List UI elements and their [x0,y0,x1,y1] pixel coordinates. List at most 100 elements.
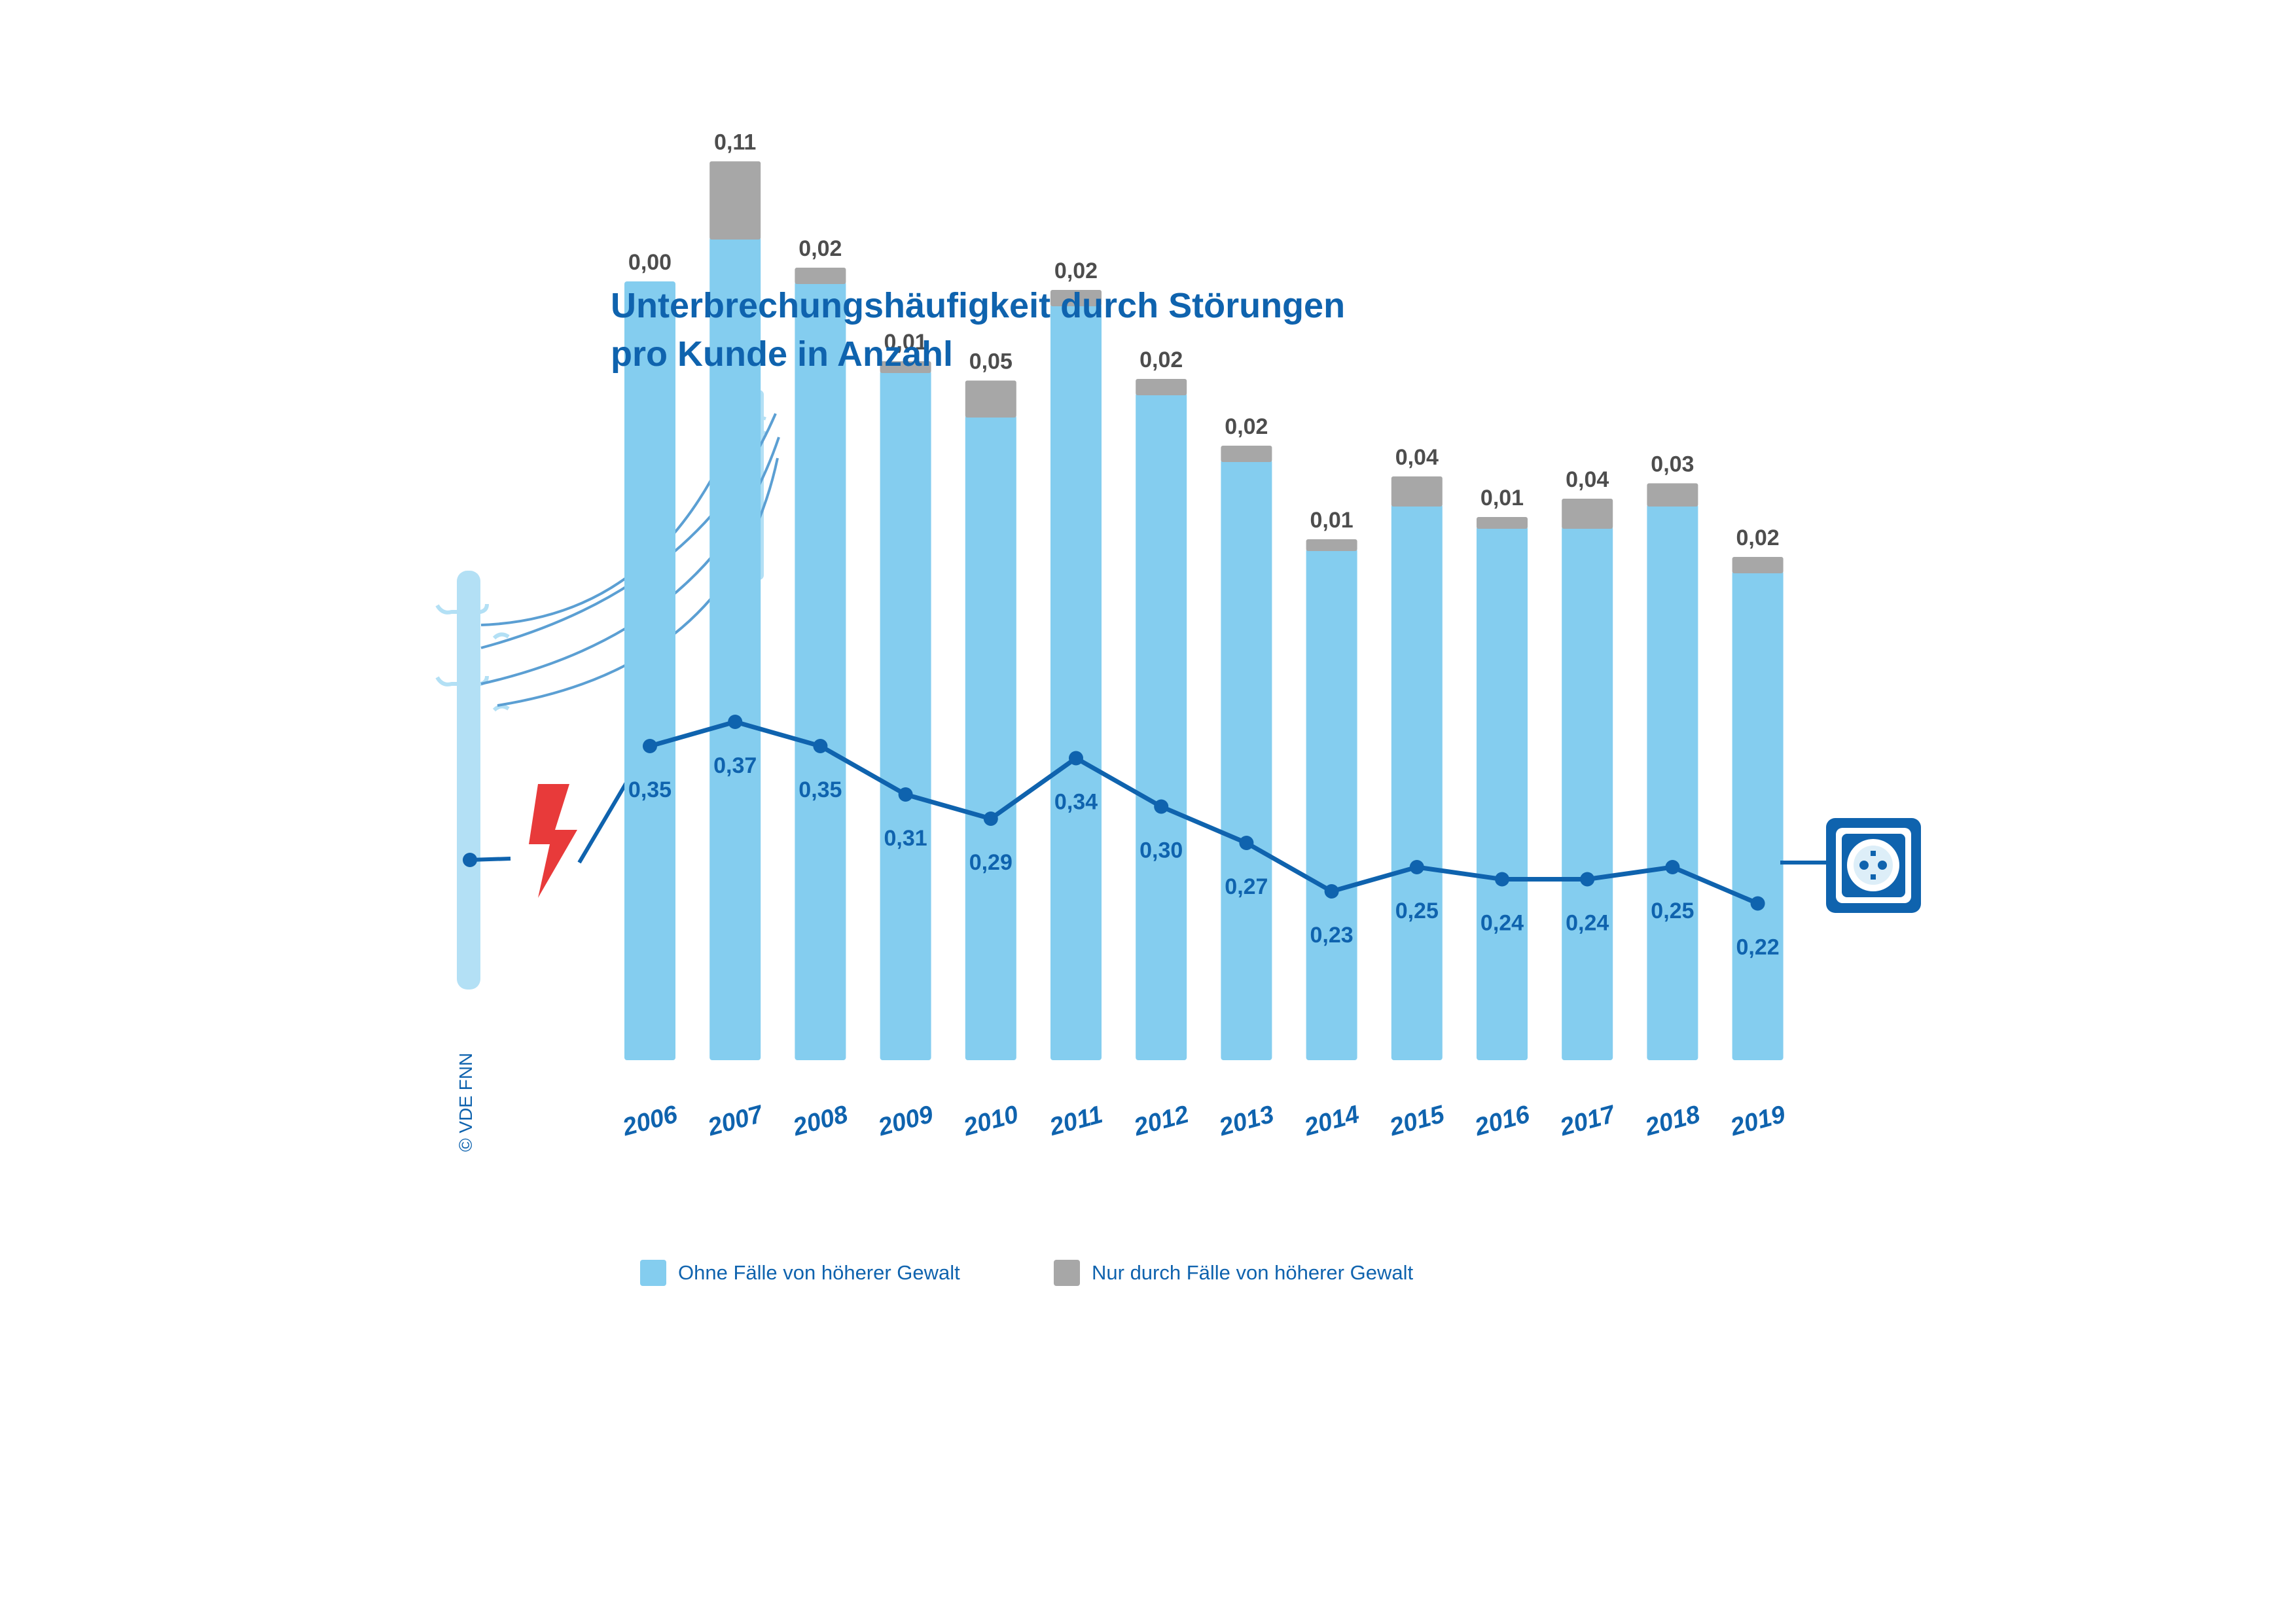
point-2017 [1580,872,1595,887]
label-extra-2017: 0,04 [1566,467,1609,492]
point-2011 [1069,751,1083,766]
x-tick-2018: 2018 [1641,1101,1703,1142]
x-tick-2009: 2009 [875,1101,937,1142]
point-2006 [643,739,657,753]
bar-extra-2016 [1477,517,1528,529]
bar-base-2011 [1050,304,1102,1060]
power-socket-icon [1780,818,1921,913]
point-2018 [1665,860,1680,874]
bar-extra-2014 [1306,539,1357,551]
label-base-2009: 0,31 [884,826,927,851]
x-tick-2016: 2016 [1471,1101,1533,1142]
x-tick-2010: 2010 [960,1101,1022,1142]
point-2007 [728,715,743,729]
label-base-2017: 0,24 [1566,911,1609,936]
bar-group [624,161,1784,1060]
legend-label-base: Ohne Fälle von höherer Gewalt [678,1261,960,1284]
label-base-2006: 0,35 [628,777,672,802]
copyright-note: © VDE FNN [456,1052,476,1152]
label-extra-2019: 0,02 [1736,526,1780,550]
point-2014 [1324,884,1339,899]
bar-extra-2009 [880,361,931,373]
lightning-icon [529,784,577,898]
bar-base-2008 [795,281,846,1060]
bar-extra-2017 [1562,499,1613,529]
label-extra-2009: 0,01 [884,330,927,355]
label-base-2008: 0,35 [798,777,842,802]
label-base-2018: 0,25 [1651,899,1694,923]
point-2019 [1750,896,1765,911]
label-base-2016: 0,24 [1480,911,1524,936]
label-extra-2012: 0,02 [1139,348,1183,372]
bar-extra-2015 [1391,476,1443,507]
label-extra-2010: 0,05 [969,349,1013,374]
bar-extra-2018 [1647,483,1698,507]
bar-base-2007 [709,237,761,1060]
bar-base-2017 [1562,526,1613,1060]
legend-swatch-base [640,1260,666,1286]
label-group: 0,00 0,35 0,11 0,37 0,02 0,35 0,01 0,31 0,05 0,29… [628,130,1780,960]
label-base-2019: 0,22 [1736,935,1780,960]
label-extra-2008: 0,02 [798,236,842,261]
point-2015 [1409,860,1424,874]
bar-extra-2008 [795,268,846,284]
bar-base-2018 [1647,504,1698,1060]
bar-base-2009 [880,370,931,1060]
bar-base-2015 [1391,504,1443,1060]
label-extra-2013: 0,02 [1225,414,1268,439]
bar-extra-2010 [965,380,1016,418]
x-tick-2006: 2006 [619,1101,681,1142]
point-2009 [898,787,913,802]
point-2013 [1239,836,1254,850]
x-tick-2011: 2011 [1046,1101,1105,1141]
label-extra-2016: 0,01 [1480,486,1524,510]
bar-base-2014 [1306,548,1357,1060]
x-tick-2008: 2008 [789,1101,851,1142]
label-base-2013: 0,27 [1225,874,1268,899]
bar-extra-2012 [1136,379,1187,395]
label-base-2007: 0,37 [713,753,757,778]
label-extra-2014: 0,01 [1310,508,1354,533]
label-base-2012: 0,30 [1139,838,1183,863]
x-tick-2015: 2015 [1386,1101,1448,1142]
point-2016 [1495,872,1509,887]
x-tick-2019: 2019 [1727,1101,1789,1142]
bar-extra-2007 [709,161,761,240]
bar-base-2006 [624,281,675,1060]
x-tick-2014: 2014 [1301,1101,1363,1142]
label-base-2011: 0,34 [1054,790,1098,815]
legend-item-extra: Nur durch Fälle von höherer Gewalt [1054,1260,1413,1286]
label-base-2014: 0,23 [1310,923,1354,948]
x-tick-2013: 2013 [1215,1101,1277,1142]
bar-extra-2019 [1732,557,1784,573]
label-extra-2015: 0,04 [1395,445,1439,470]
x-tick-group: 2006 2007 2008 2009 2010 2011 2012 2013 2014 2015… [619,1100,1788,1141]
bar-base-2016 [1477,526,1528,1060]
legend-swatch-extra [1054,1260,1080,1286]
label-extra-2011: 0,02 [1054,259,1098,283]
label-base-2010: 0,29 [969,850,1013,875]
bar-base-2012 [1136,393,1187,1060]
label-extra-2018: 0,03 [1651,452,1694,477]
bar-base-2019 [1732,571,1784,1060]
chart-title-line-2: pro Kunde in Anzahl [611,334,953,374]
chart-title-line-1: Unterbrechungshäufigkeit durch Störungen [611,286,1346,325]
x-tick-2017: 2017 [1556,1100,1619,1141]
label-extra-2006: 0,00 [628,250,672,275]
bar-base-2010 [965,415,1016,1060]
point-2008 [813,739,828,753]
bar-base-2013 [1221,459,1272,1060]
point-2010 [983,812,998,826]
point-group [643,715,1765,911]
bar-extra-2011 [1050,290,1102,306]
series-line [649,719,1759,906]
label-base-2015: 0,25 [1395,899,1439,923]
legend-item-base: Ohne Fälle von höherer Gewalt [640,1260,960,1286]
point-2012 [1154,799,1169,814]
x-tick-2012: 2012 [1130,1101,1192,1142]
label-extra-2007: 0,11 [714,130,756,155]
x-tick-2007: 2007 [704,1100,766,1141]
bar-extra-2013 [1221,446,1272,462]
chart-title: Unterbrechungshäufigkeit durch Störungen… [611,281,1723,378]
